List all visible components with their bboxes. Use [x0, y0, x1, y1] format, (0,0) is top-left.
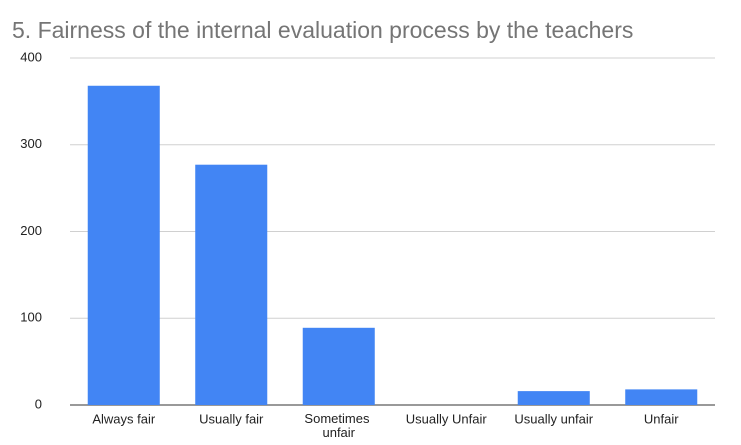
bar	[302, 327, 375, 405]
chart-title: 5. Fairness of the internal evaluation p…	[12, 17, 633, 43]
x-tick-label: Unfair	[644, 411, 679, 426]
y-tick-label: 0	[35, 396, 42, 411]
y-tick-label: 200	[20, 223, 42, 238]
x-tick-label: Usually Unfair	[406, 411, 488, 426]
bar	[517, 391, 590, 405]
bar	[625, 389, 698, 405]
x-tick-label: Sometimes unfair	[304, 411, 373, 440]
x-tick-label: Always fair	[92, 411, 156, 426]
y-tick-label: 300	[20, 136, 42, 151]
y-tick-label: 100	[20, 310, 42, 325]
bar	[87, 85, 160, 405]
bar	[195, 164, 268, 405]
x-tick-label: Usually unfair	[514, 411, 593, 426]
x-tick-label: Usually fair	[199, 411, 264, 426]
y-tick-label: 400	[20, 49, 42, 64]
